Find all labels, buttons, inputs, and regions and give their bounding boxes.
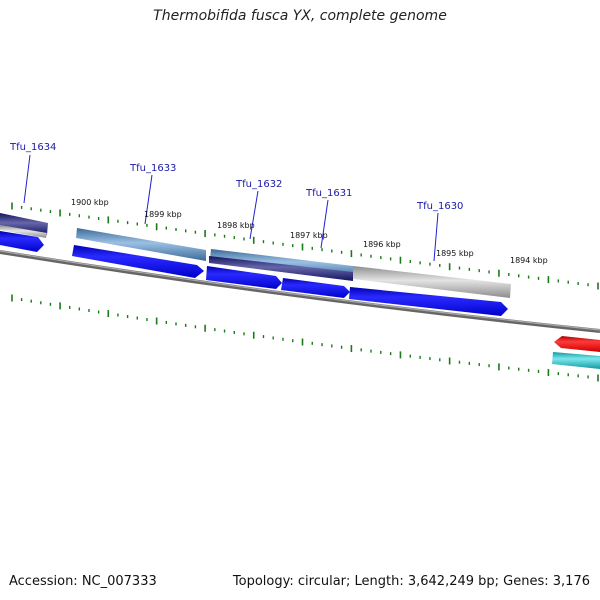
gene-label-line-5 [433,212,439,262]
feature-bar-tfu-1634[interactable] [0,213,48,235]
feature-bar-tfu-1630[interactable] [353,266,511,298]
kbp-label-1900: 1900 kbp [71,198,109,207]
genome-backbone [0,250,600,333]
kbp-label-1896: 1896 kbp [363,240,401,249]
cds-arrow-tfu-1634[interactable] [0,231,44,252]
cds-arrow-tfu-1631[interactable] [281,278,350,298]
gene-label-tfu-1634[interactable]: Tfu_1634 [9,142,56,153]
kbp-label-1898: 1898 kbp [217,221,255,230]
gene-label-line-2 [144,174,153,225]
feature-bar-cyan[interactable] [552,352,600,369]
gene-label-line-3 [249,190,259,240]
gene-label-tfu-1632[interactable]: Tfu_1632 [235,179,282,190]
tick-marks-lower [11,294,599,382]
kbp-label-1899: 1899 kbp [144,210,182,219]
genome-title: Thermobifida fusca YX, complete genome [153,8,447,24]
cds-arrow-tfu-1630[interactable] [349,287,508,316]
gene-label-lines [23,154,439,262]
feature-bar-tfu-1634-gray [0,225,47,238]
gene-label-tfu-1630[interactable]: Tfu_1630 [416,201,463,212]
feature-bar-tfu-1631[interactable] [209,256,353,281]
cds-arrow-reverse[interactable] [554,336,600,352]
gene-label-line-4 [320,199,329,249]
tick-marks-upper [11,202,599,290]
genome-summary-text: Topology: circular; Length: 3,642,249 bp… [232,574,590,589]
kbp-label-1895: 1895 kbp [436,249,474,258]
gene-label-tfu-1631[interactable]: Tfu_1631 [305,188,352,199]
cds-arrow-tfu-1633[interactable] [72,245,204,278]
cds-arrow-tfu-1632[interactable] [206,266,282,289]
gene-label-line-1 [23,154,31,204]
feature-bar-tfu-1633[interactable] [76,228,206,261]
gene-label-tfu-1633[interactable]: Tfu_1633 [129,163,176,174]
kbp-label-1897: 1897 kbp [290,231,328,240]
kbp-label-1894: 1894 kbp [510,256,548,265]
accession-text: Accession: NC_007333 [9,574,157,589]
